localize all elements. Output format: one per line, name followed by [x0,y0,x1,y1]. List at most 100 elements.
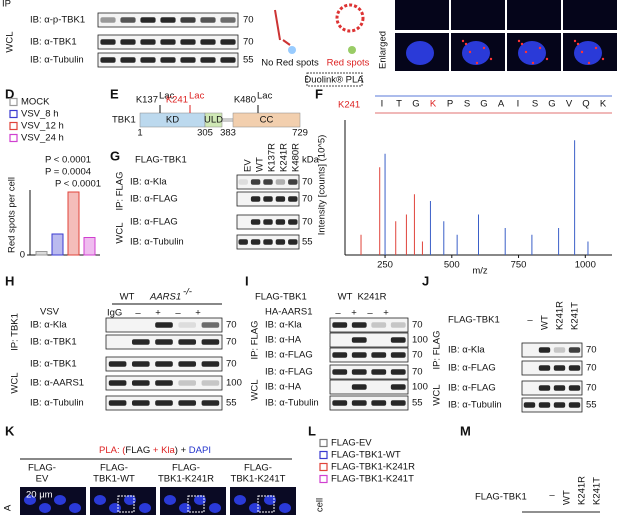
blot [521,380,583,396]
blot-band [201,361,220,367]
blot-band [568,402,581,408]
blot-band [371,369,387,375]
blot-band [288,196,298,202]
inset-box [257,495,275,513]
label: G [412,99,419,110]
x-axis-label: m/z [472,266,488,277]
micrograph [507,0,561,30]
p-value: P < 0.0001 [45,155,91,166]
blot [329,332,409,348]
mw-label: 70 [302,194,313,205]
label: + [351,308,357,319]
blot-band [108,361,127,367]
pla-dot [524,50,528,54]
nucleus [54,495,66,505]
label: Lac [189,91,205,102]
legend-label: VSV_8 h [21,109,59,120]
label: G [480,99,487,110]
y-tick-label: 0 [20,250,25,261]
blot-band [160,57,176,63]
blot [329,347,409,363]
mw-label: 70 [586,383,597,394]
title-part: + [150,445,161,456]
label: EV [243,159,254,172]
pla-dot [461,39,465,43]
blot-band [263,239,273,245]
blot-band [390,384,406,390]
blot-band [120,57,136,63]
legend-label: VSV_24 h [21,133,64,144]
y-axis-label: Red spots per cell [7,177,18,253]
mw-label: 70 [226,320,237,331]
label: D [5,86,14,101]
micrograph [563,0,617,30]
label: Enlarged [378,31,389,69]
mw-label: 100 [412,382,428,393]
blot-band [120,39,136,45]
blot-band [275,179,286,185]
label: IB: α-FLAG [130,217,178,228]
label: S [532,99,538,110]
mw-label: 70 [302,217,313,228]
label: cell [315,498,326,512]
legend-swatch [319,438,328,448]
position-label: 729 [292,128,308,139]
pla-dot [587,61,591,65]
label: IB: α-TBK1 [30,37,77,48]
blot-band [351,322,367,328]
blot-band [220,57,236,63]
nucleus [124,495,136,505]
label: + [383,308,389,319]
pla-dot [517,39,521,43]
label: WT [338,292,353,303]
label: A [3,504,14,511]
label: K241 [338,100,360,111]
nucleus [139,503,151,513]
pla-dot [594,46,598,50]
blot [521,397,583,413]
blot [521,360,583,376]
label: – [527,315,533,326]
blot-band [100,57,116,63]
label: – [335,308,341,319]
blot-band [160,39,176,45]
label: IP: TBK1 [10,313,21,351]
blot-band [178,400,197,406]
title-part: Kla [161,445,175,456]
label: IB: α-Tubulin [30,398,84,409]
blot [521,342,583,358]
mw-label: 55 [586,400,597,411]
blot-band [288,219,298,225]
blot-band [200,57,216,63]
label: Lac [257,91,273,102]
label: AARS1 [149,292,181,303]
mw-label: 55 [412,398,423,409]
nucleus [39,503,51,513]
x-tick-label: 500 [444,260,460,271]
blot-band [553,385,566,391]
p-value: P = 0.0004 [45,167,91,178]
nucleus [234,495,246,505]
pla-dot [464,42,468,46]
blot-band [351,352,367,358]
label: L [308,423,316,438]
label: IB: α-FLAG [265,350,313,361]
pla-dot [601,57,605,61]
pla-dot [489,57,493,61]
blot-band [220,17,236,23]
mw-label: 70 [243,37,254,48]
protein-label: TBK1 [112,115,136,126]
label: IB: α-Tubulin [448,400,502,411]
blot-band [155,400,173,406]
blot-band [553,402,566,408]
label: IB: α-Kla [30,320,67,331]
pla-dot [531,61,535,65]
blot-band [250,219,261,225]
blot [329,395,409,411]
blot-band [180,17,196,23]
label: K241 [166,95,188,106]
label: IB: α-p-TBK1 [30,15,85,26]
label: ULD [204,115,223,126]
blot-band [568,385,581,391]
label: FLAG-TBK1 [135,155,187,166]
